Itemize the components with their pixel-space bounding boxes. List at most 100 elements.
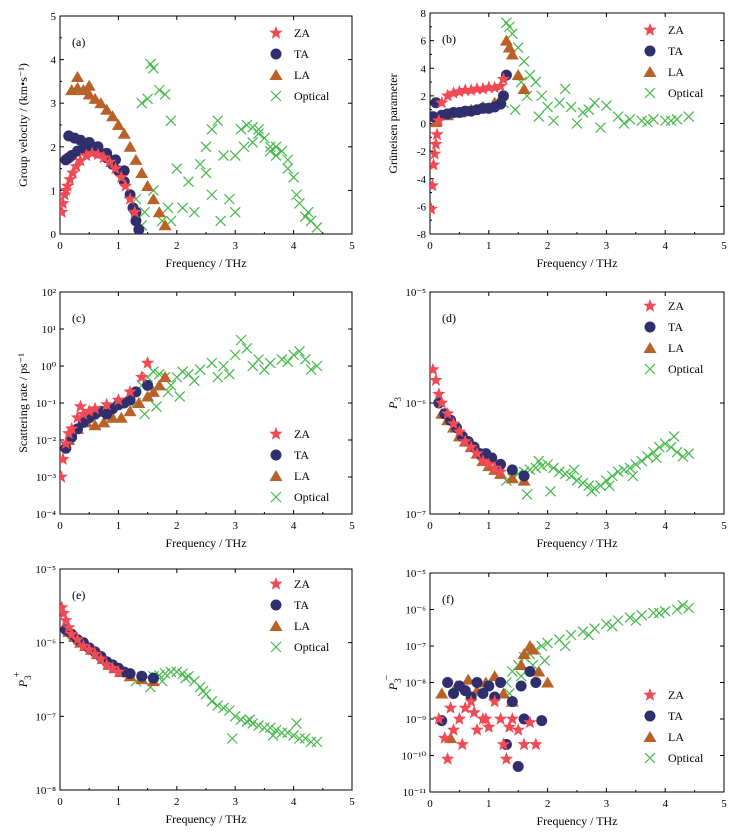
legend-label-optical: Optical	[668, 362, 704, 376]
x-tick-label: 4	[291, 240, 297, 252]
point-za	[435, 396, 449, 409]
point-ta	[133, 224, 145, 234]
point-optical	[677, 451, 689, 462]
point-optical	[270, 150, 282, 161]
point-ta	[515, 680, 527, 692]
legend-marker-za	[269, 577, 283, 590]
point-la	[94, 97, 108, 109]
point-optical	[282, 727, 294, 739]
point-ta	[142, 379, 154, 391]
legend: ZA TA LA Optical	[269, 26, 330, 103]
legend-marker-za	[643, 688, 657, 701]
x-tick-label: 5	[721, 798, 727, 810]
y-tick-label: 10⁻⁵	[405, 287, 426, 299]
y-tick-label: 10⁻⁵	[35, 564, 56, 576]
legend-label-la: LA	[668, 65, 684, 79]
point-optical	[518, 55, 530, 67]
point-optical	[294, 345, 305, 357]
point-optical	[200, 167, 212, 179]
point-za	[479, 712, 493, 725]
point-optical	[282, 356, 294, 368]
x-tick-label: 5	[349, 520, 355, 532]
point-za	[458, 701, 472, 714]
point-za	[458, 434, 472, 448]
point-la	[123, 140, 137, 152]
point-optical	[636, 455, 648, 467]
point-optical	[571, 475, 583, 487]
point-za	[70, 632, 85, 646]
x-tick-label: 1	[486, 240, 492, 252]
point-za	[82, 642, 96, 656]
point-la	[435, 687, 449, 699]
x-tick-label: 0	[57, 240, 63, 252]
point-la	[146, 193, 160, 205]
panel-label: (c)	[72, 311, 85, 325]
point-optical	[600, 475, 612, 487]
point-za	[103, 155, 117, 168]
legend: ZA TA LA Optical	[269, 577, 330, 654]
legend-marker-optical	[644, 752, 656, 764]
point-za	[493, 464, 508, 478]
point-za	[60, 187, 72, 201]
point-optical	[247, 360, 259, 372]
point-ta	[495, 677, 507, 688]
point-za	[73, 153, 88, 167]
point-optical	[506, 28, 518, 40]
point-optical	[606, 620, 618, 632]
point-optical	[223, 193, 235, 205]
point-za	[430, 127, 444, 141]
point-za	[476, 82, 490, 95]
y-tick-label: 0	[51, 229, 57, 241]
point-optical	[200, 141, 212, 153]
point-za	[464, 694, 478, 708]
point-optical	[253, 128, 264, 140]
y-tick-label: 10⁻⁸	[35, 785, 56, 797]
x-axis-label: Frequency / THz	[536, 256, 617, 270]
x-tick-label: 4	[662, 520, 668, 532]
point-za	[60, 606, 71, 619]
y-tick-label: -6	[417, 201, 427, 213]
y-tick-label: 2	[51, 142, 57, 154]
point-za	[97, 150, 111, 164]
legend-marker-ta	[270, 449, 282, 461]
y-tick-label: 5	[51, 11, 57, 23]
point-za	[70, 410, 85, 424]
point-la	[106, 411, 120, 423]
point-za	[66, 166, 80, 179]
panel-e: 0 1 2 3 4 5 10⁻⁸ 10⁻⁷ 10⁻⁶ 10⁻⁵ Frequency / THz P3+…	[12, 564, 355, 826]
point-za	[467, 705, 481, 719]
panel-a: 0 1 2 3 4 5 0 1 2 3 4 5 Frequency / THz Group velocit…	[16, 11, 355, 270]
point-za	[476, 454, 490, 467]
x-tick-label: 1	[486, 520, 492, 532]
point-optical	[548, 462, 559, 474]
legend-marker-la	[269, 470, 283, 481]
point-optical	[668, 430, 680, 442]
point-la	[158, 219, 172, 231]
point-za	[482, 720, 496, 733]
legend-label-la: LA	[294, 469, 310, 483]
point-optical	[630, 458, 642, 470]
legend-marker-za	[643, 23, 657, 36]
point-ta	[83, 136, 95, 148]
point-la	[82, 88, 96, 100]
point-optical	[659, 605, 671, 617]
point-za	[505, 712, 519, 725]
point-optical	[183, 670, 194, 682]
point-za	[493, 79, 508, 92]
point-za	[111, 665, 126, 678]
point-optical	[288, 730, 300, 741]
point-optical	[583, 104, 595, 116]
point-za	[443, 701, 458, 714]
point-optical	[589, 97, 601, 109]
point-za	[430, 373, 443, 386]
point-optical	[653, 441, 665, 453]
point-za	[464, 440, 478, 453]
point-ta	[530, 677, 542, 688]
point-optical	[577, 477, 589, 489]
point-optical	[139, 408, 151, 420]
point-optical	[536, 90, 548, 102]
legend-label-ta: TA	[668, 709, 683, 723]
point-za	[118, 179, 133, 192]
y-tick-label: 6	[421, 36, 427, 48]
point-za	[529, 737, 543, 751]
